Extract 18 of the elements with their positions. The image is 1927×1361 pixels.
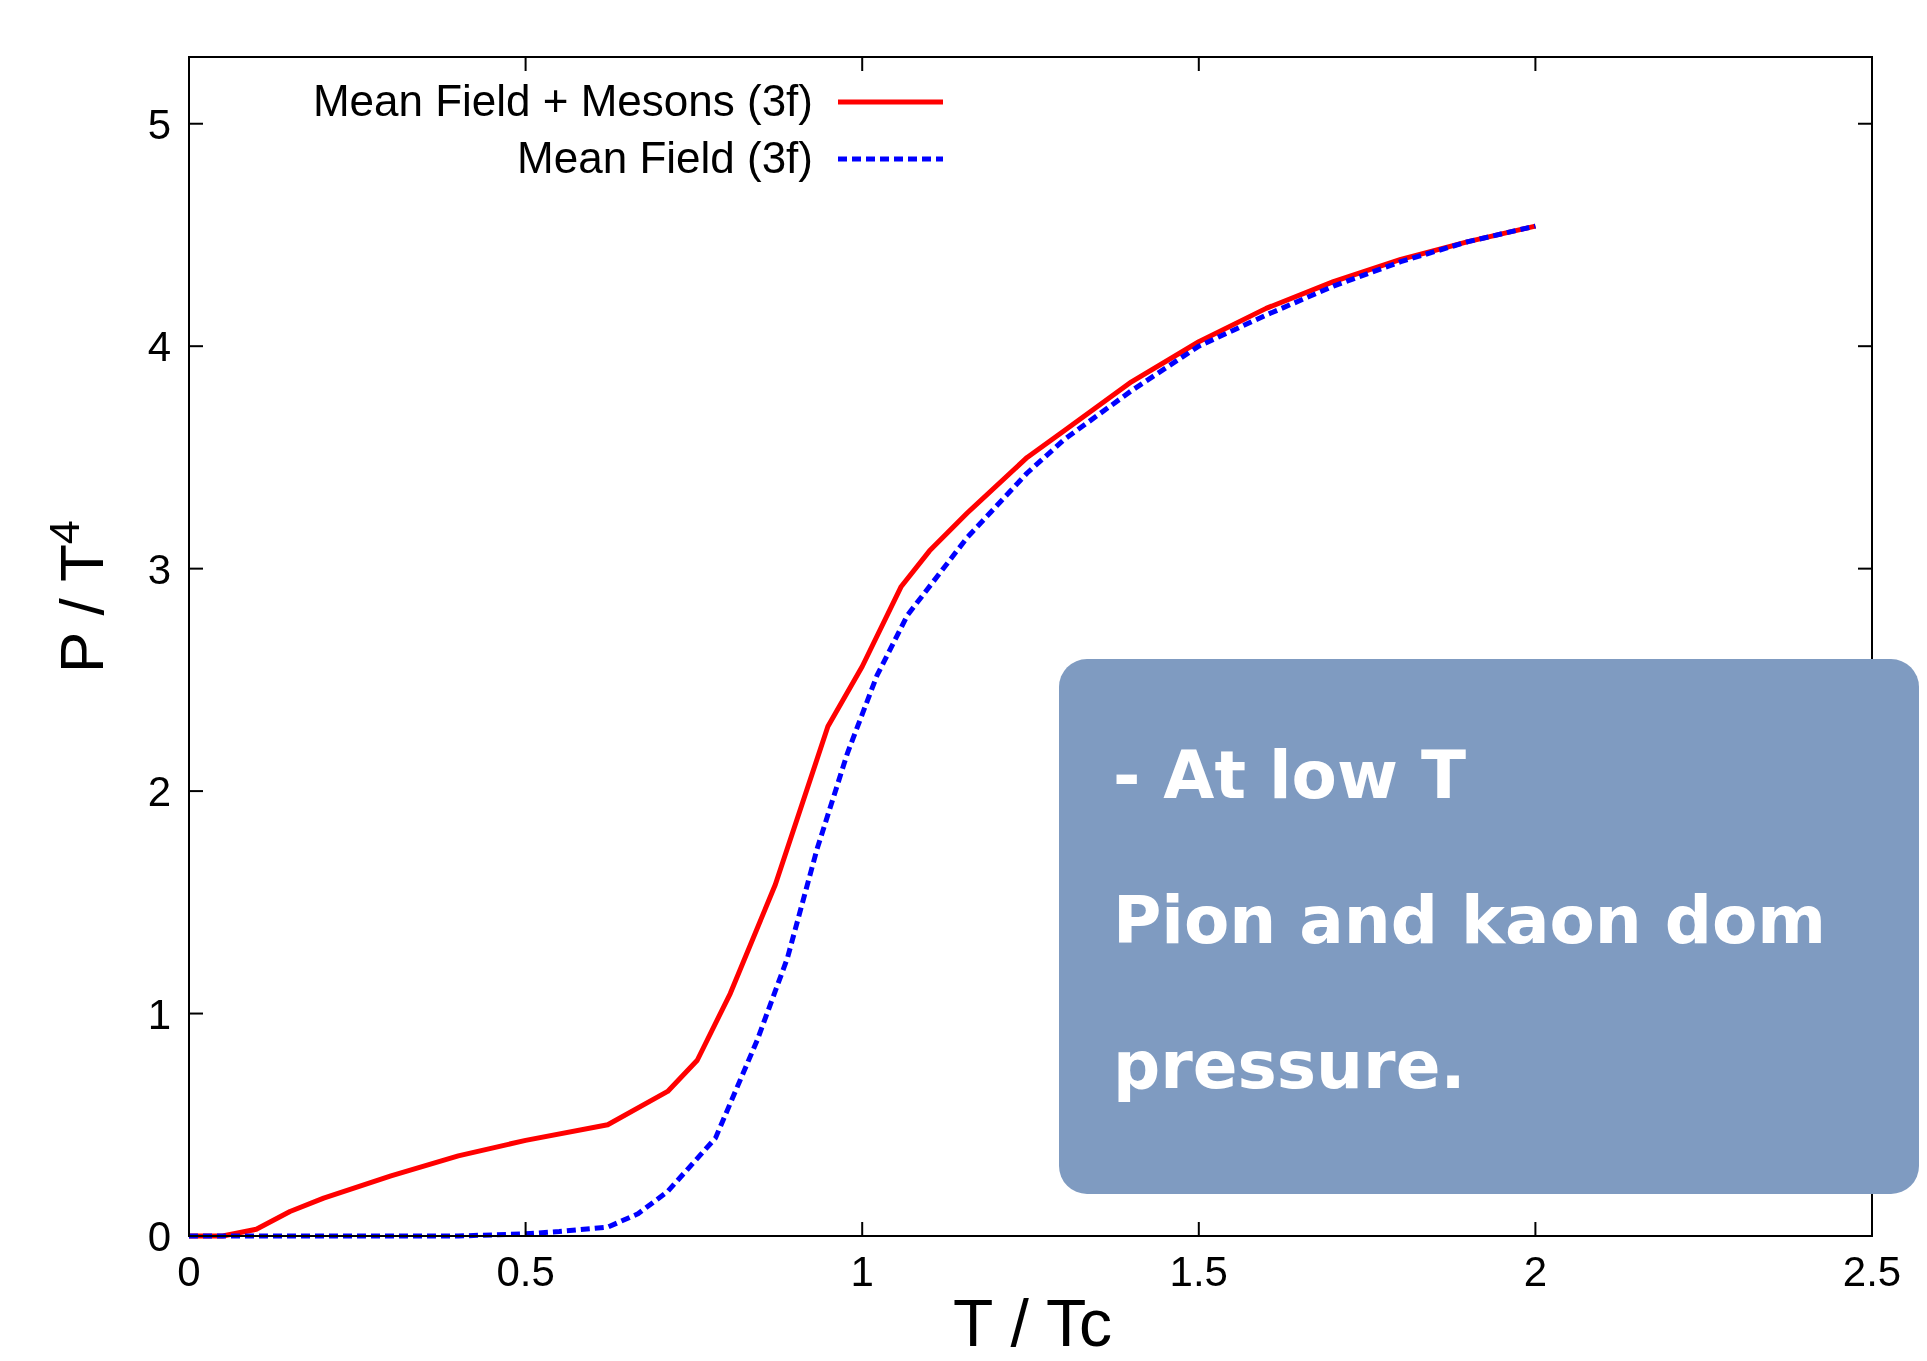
- annotation: pressure.: [1113, 1027, 1466, 1104]
- x-tick-label: 0: [177, 1248, 201, 1295]
- y-tick-label: 5: [147, 100, 171, 148]
- y-tick-label: 3: [147, 545, 171, 593]
- y-tick-label: 0: [147, 1213, 171, 1260]
- legend-label: Mean Field (3f): [517, 133, 813, 182]
- x-axis-title: T / Tc: [953, 1286, 1112, 1360]
- x-tick-label: 2: [1523, 1248, 1548, 1295]
- x-tick-label: 1: [850, 1248, 874, 1295]
- annotation: - At low T: [1113, 737, 1466, 814]
- y-tick-label: 1: [147, 990, 171, 1038]
- y-tick-label: 4: [147, 323, 171, 371]
- x-tick-label: 0.5: [496, 1248, 555, 1295]
- annotation: Pion and kaon dom: [1113, 882, 1827, 959]
- legend-label: Mean Field + Mesons (3f): [312, 76, 813, 125]
- x-tick-label: 1.5: [1169, 1248, 1228, 1295]
- x-tick-label: 2.5: [1842, 1248, 1902, 1295]
- y-tick-label: 2: [147, 768, 171, 816]
